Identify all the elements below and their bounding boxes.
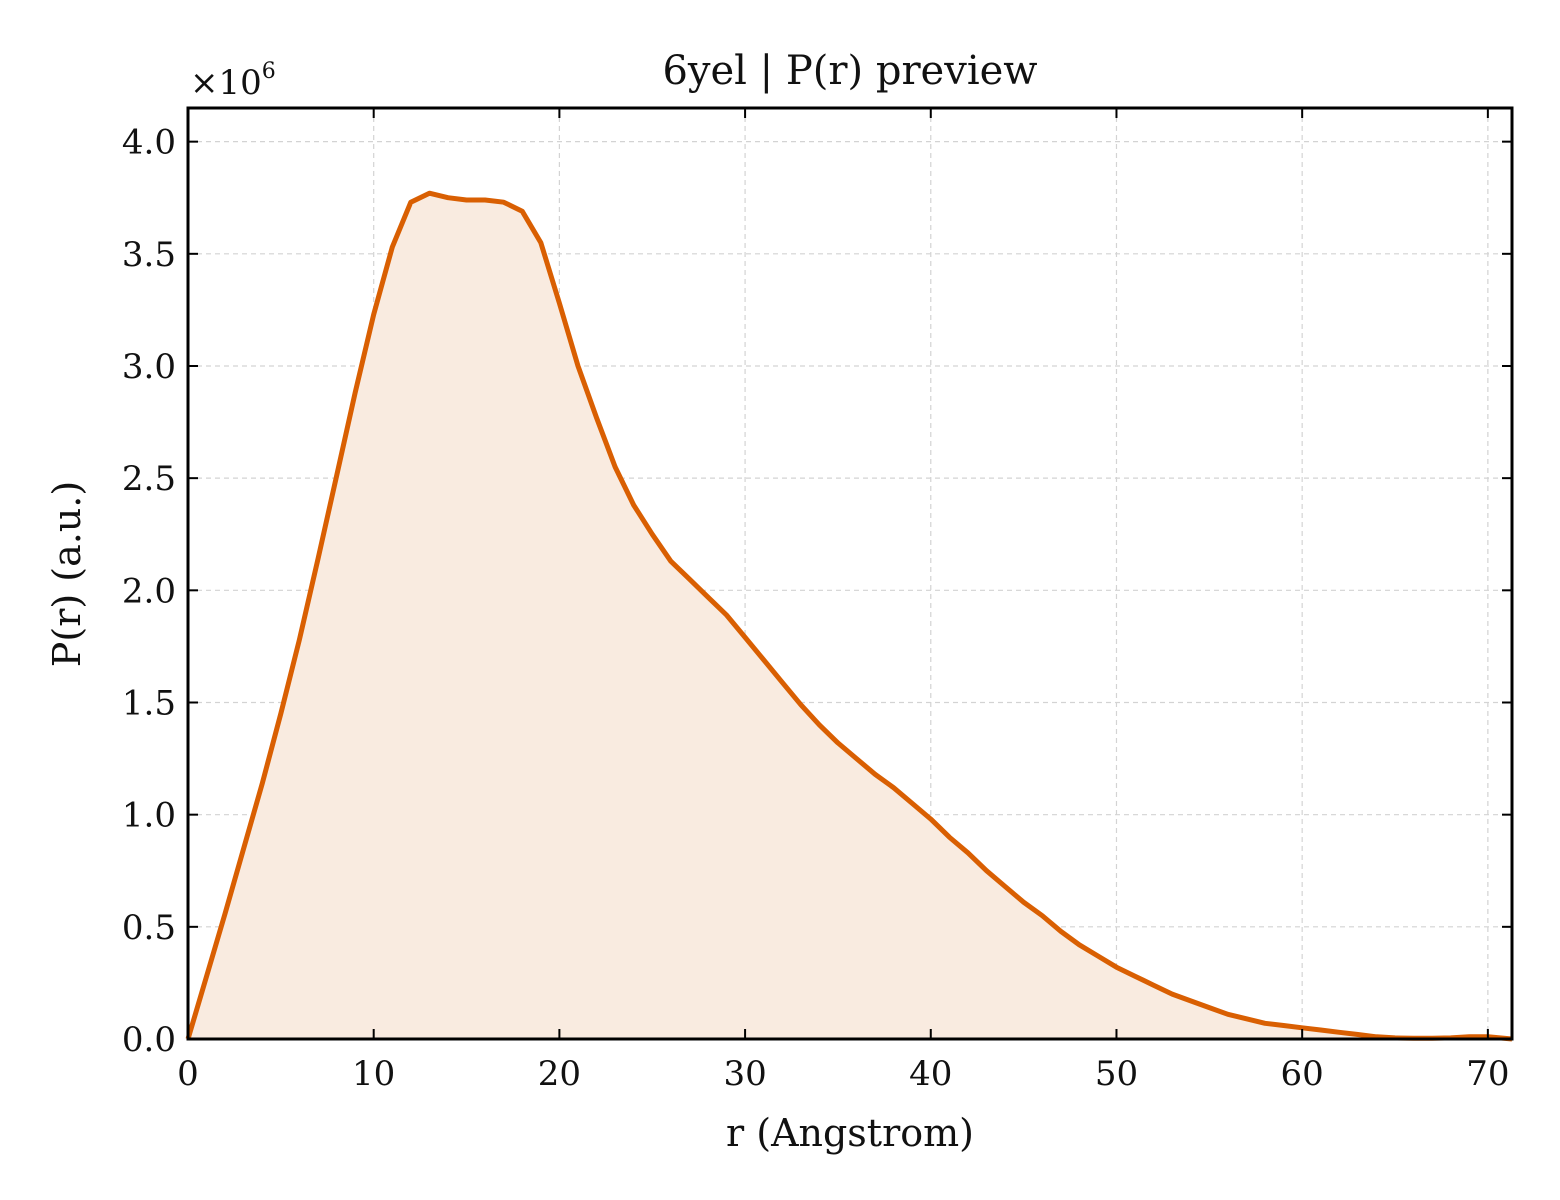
y-tick-label: 3.0 — [122, 347, 176, 387]
x-axis-ticks: 0 10 20 30 40 50 60 70 — [177, 108, 1509, 1094]
x-tick-label: 30 — [723, 1054, 766, 1094]
x-tick-label: 40 — [909, 1054, 952, 1094]
y-axis-multiplier-exponent: 6 — [262, 59, 276, 84]
x-tick-label: 50 — [1095, 1054, 1138, 1094]
y-tick-label: 2.0 — [122, 571, 176, 611]
pr-series-line — [185, 190, 1513, 1042]
x-tick-label: 60 — [1281, 1054, 1324, 1094]
y-tick-label: 0.0 — [122, 1020, 176, 1060]
y-axis-multiplier: ×106 — [190, 59, 276, 103]
y-tick-label: 4.0 — [122, 123, 176, 163]
plot-frame — [186, 106, 1514, 1041]
y-tick-label: 0.5 — [122, 908, 176, 948]
x-tick-label: 20 — [538, 1054, 581, 1094]
y-tick-label: 1.5 — [122, 683, 176, 723]
x-tick-label: 0 — [177, 1054, 199, 1094]
chart-title: 6yel | P(r) preview — [662, 48, 1037, 94]
x-tick-label: 70 — [1466, 1054, 1509, 1094]
y-tick-label: 1.0 — [122, 796, 176, 836]
y-axis-label: P(r) (a.u.) — [45, 481, 89, 667]
x-axis-label: r (Angstrom) — [726, 1111, 974, 1155]
x-tick-label: 10 — [352, 1054, 395, 1094]
y-tick-label: 3.5 — [122, 235, 176, 275]
pr-area-fill — [188, 193, 1512, 1039]
y-tick-label: 2.5 — [122, 459, 176, 499]
y-axis-ticks: 0.0 0.5 1.0 1.5 2.0 2.5 3.0 3.5 4.0 — [122, 123, 1512, 1060]
